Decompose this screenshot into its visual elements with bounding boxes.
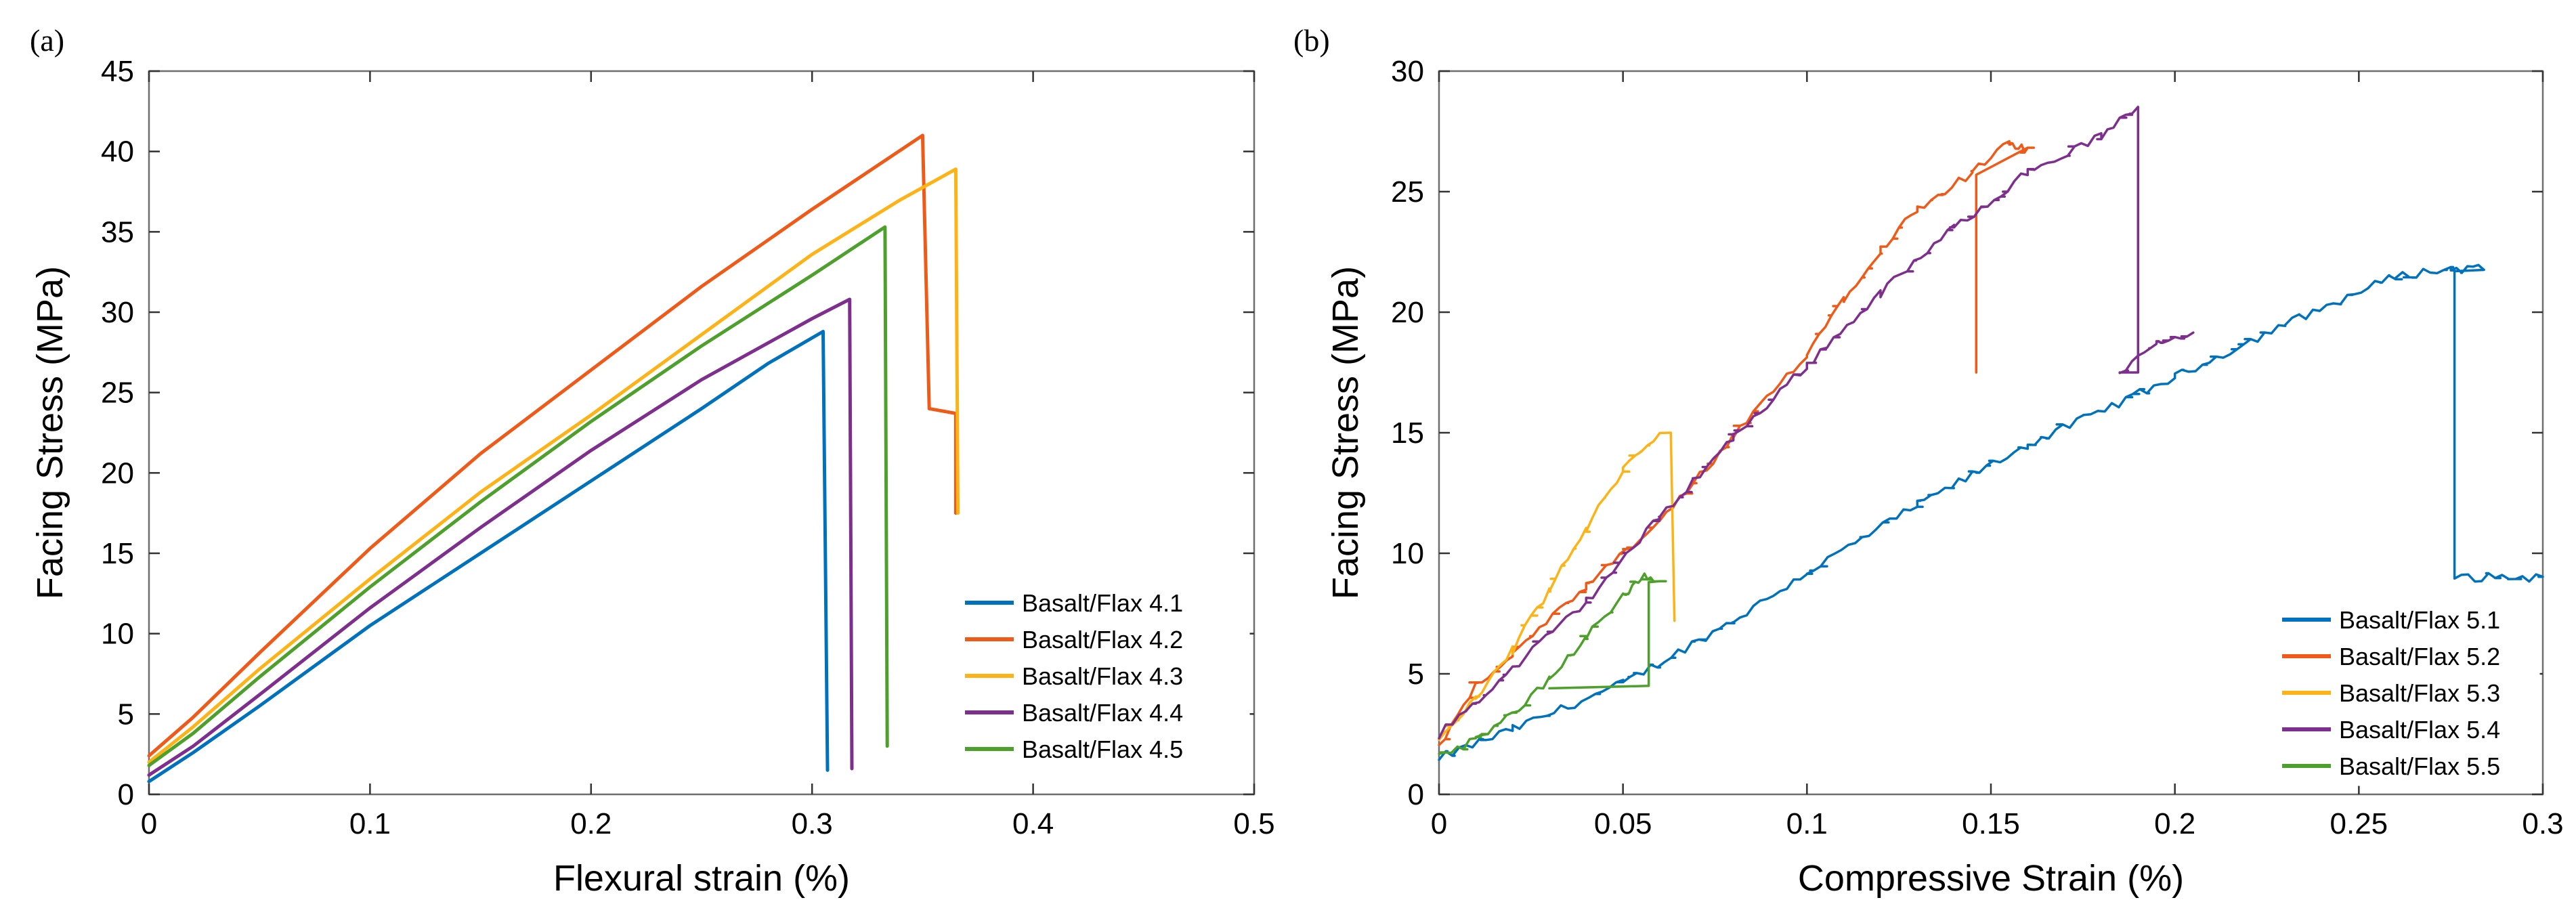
legend-a: Basalt/Flax 4.1 Basalt/Flax 4.2 Basalt/Fla… <box>951 578 1250 769</box>
series-line-b-3 <box>1438 431 1676 742</box>
x-tick-label: 0.2 <box>2154 807 2195 840</box>
x-tick-label: 0.15 <box>1962 807 2020 840</box>
y-tick-label: 0 <box>1408 778 1424 811</box>
x-tick-label: 0.05 <box>1594 807 1652 840</box>
y-tick-label: 15 <box>101 537 134 570</box>
x-tick-label: 0.5 <box>1233 807 1274 840</box>
x-tick-label: 0.4 <box>1012 807 1054 840</box>
y-tick-label: 15 <box>1391 416 1424 450</box>
y-tick-label: 0 <box>118 778 134 811</box>
x-tick-label: 0.3 <box>792 807 833 840</box>
legend-label: Basalt/Flax 4.3 <box>1022 662 1183 690</box>
series-line-b-5 <box>1438 572 1667 755</box>
series-group-a <box>147 133 960 784</box>
y-tick-label: 25 <box>1391 175 1424 209</box>
series-line-b-4 <box>1438 106 2195 740</box>
y-tick-label: 40 <box>101 135 134 169</box>
x-axis-title-a: Flexural strain (%) <box>553 858 850 899</box>
plot-frame-a <box>148 70 1255 796</box>
chart-panel-b: (b) 0 0.05 0.1 0.15 0.2 0.25 0.3 0 5 10 15 20 25 30 C… <box>1293 23 2564 899</box>
y-tick-label: 30 <box>101 296 134 329</box>
y-tick-label: 45 <box>101 55 134 88</box>
chart-panel-a: (a) 0 0.1 0.2 0.3 0.4 0.5 0 5 10 15 20 25 30 35 40 45 F… <box>30 23 1275 899</box>
y-tick-label: 20 <box>1391 296 1424 329</box>
y-tick-label: 10 <box>101 618 134 651</box>
legend-b: Basalt/Flax 5.1 Basalt/Flax 5.2 Basalt/Fla… <box>2268 595 2540 786</box>
legend-label: Basalt/Flax 5.2 <box>2339 643 2500 670</box>
y-tick-label: 25 <box>101 377 134 410</box>
legend-label: Basalt/Flax 4.1 <box>1022 589 1183 617</box>
x-tick-label: 0 <box>1431 807 1447 840</box>
series-group-b <box>1438 106 2544 761</box>
series-line-a-4 <box>147 297 854 777</box>
y-tick-label: 5 <box>118 698 134 731</box>
legend-label: Basalt/Flax 4.4 <box>1022 699 1183 727</box>
legend-label: Basalt/Flax 4.5 <box>1022 735 1183 763</box>
series-line-b-1 <box>1438 263 2544 761</box>
ticks-a: 0 0.1 0.2 0.3 0.4 0.5 0 5 10 15 20 25 30 35 40 45 <box>101 55 1275 840</box>
x-tick-label: 0.2 <box>570 807 611 840</box>
panel-label-a: (a) <box>30 23 64 58</box>
ticks-b: 0 0.05 0.1 0.15 0.2 0.25 0.3 0 5 10 15 20 25 30 <box>1391 55 2564 840</box>
x-tick-label: 0 <box>141 807 157 840</box>
y-tick-label: 20 <box>101 456 134 490</box>
legend-label: Basalt/Flax 5.5 <box>2339 752 2500 780</box>
x-tick-label: 0.25 <box>2330 807 2388 840</box>
legend-label: Basalt/Flax 5.4 <box>2339 716 2500 744</box>
series-line-a-1 <box>147 330 830 784</box>
legend-label: Basalt/Flax 5.1 <box>2339 606 2500 634</box>
y-axis-title-a: Facing Stress (MPa) <box>30 266 70 599</box>
y-tick-label: 35 <box>101 215 134 249</box>
series-line-a-2 <box>147 133 958 758</box>
series-line-a-5 <box>147 225 889 767</box>
x-tick-label: 0.1 <box>1786 807 1828 840</box>
x-axis-title-b: Compressive Strain (%) <box>1798 858 2184 899</box>
y-tick-label: 5 <box>1408 658 1424 691</box>
legend-label: Basalt/Flax 5.3 <box>2339 679 2500 707</box>
y-tick-label: 30 <box>1391 55 1424 88</box>
panel-label-b: (b) <box>1293 23 1330 58</box>
y-tick-label: 10 <box>1391 537 1424 570</box>
legend-label: Basalt/Flax 4.2 <box>1022 626 1183 654</box>
series-line-a-3 <box>147 167 960 764</box>
x-tick-label: 0.1 <box>349 807 391 840</box>
x-tick-label: 0.3 <box>2522 807 2563 840</box>
y-axis-title-b: Facing Stress (MPa) <box>1325 266 1366 599</box>
